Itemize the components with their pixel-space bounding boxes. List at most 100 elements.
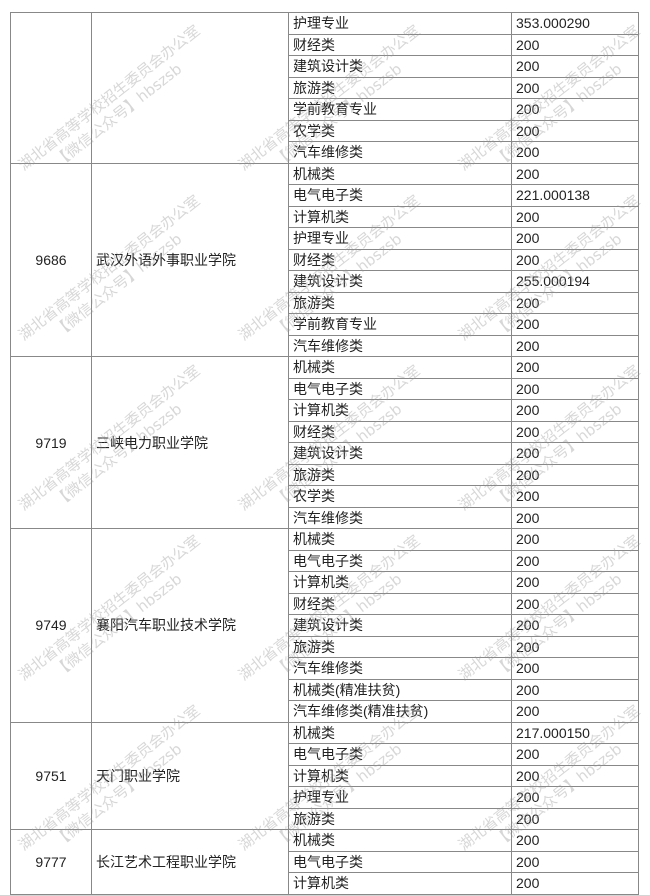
- category: 护理专业: [288, 227, 512, 250]
- category: 计算机类: [288, 872, 512, 895]
- score: 200: [511, 764, 639, 787]
- table-row: 电气电子类 200: [11, 850, 639, 873]
- table-row: 机械类(精准扶贫) 200: [11, 678, 639, 701]
- score: 200: [511, 356, 639, 379]
- category: 建筑设计类: [288, 614, 512, 637]
- category: 计算机类: [288, 764, 512, 787]
- score: 200: [511, 377, 639, 400]
- score: 200: [511, 700, 639, 723]
- school-name: 武汉外语外事职业学院: [91, 162, 289, 357]
- category: 财经类: [288, 248, 512, 271]
- category: 旅游类: [288, 291, 512, 314]
- table-row: 9719 三峡电力职业学院 机械类 200: [10, 356, 639, 529]
- score: 200: [511, 743, 639, 766]
- score: 200: [511, 248, 639, 271]
- table-row: 计算机类 200: [11, 205, 639, 228]
- category: 电气电子类: [288, 184, 512, 207]
- score: 200: [511, 463, 639, 486]
- table-row: 护理专业 200: [11, 786, 639, 809]
- score: 200: [511, 635, 639, 658]
- table-row: 学前教育专业 200: [11, 98, 639, 121]
- category: 机械类: [288, 528, 512, 551]
- category: 农学类: [288, 485, 512, 508]
- category: 旅游类: [288, 807, 512, 830]
- category: 电气电子类: [288, 549, 512, 572]
- category: 汽车维修类: [288, 141, 512, 164]
- school-name: [91, 12, 289, 164]
- category: 财经类: [288, 420, 512, 443]
- category: 机械类: [288, 721, 512, 744]
- score: 200: [511, 141, 639, 164]
- school-code: 9749: [10, 528, 92, 723]
- table-row: 护理专业 353.000290: [10, 12, 639, 164]
- table-row: 汽车维修类 200: [11, 334, 639, 357]
- category: 汽车维修类(精准扶贫): [288, 700, 512, 723]
- table-row: 计算机类 200: [11, 571, 639, 594]
- table-row: 旅游类 200: [11, 463, 639, 486]
- score: 200: [511, 807, 639, 830]
- admission-score-table: 护理专业 353.000290 财经类 200 建筑设计类 200 旅游类 200 学前教育专业…: [10, 12, 639, 895]
- category: 旅游类: [288, 463, 512, 486]
- score: 200: [511, 227, 639, 250]
- score: 200: [511, 98, 639, 121]
- table-row: 农学类 200: [11, 485, 639, 508]
- category: 财经类: [288, 592, 512, 615]
- table-row: 建筑设计类 200: [11, 442, 639, 465]
- score: 217.000150: [511, 721, 639, 744]
- category: 电气电子类: [288, 377, 512, 400]
- school-name: 长江艺术工程职业学院: [91, 829, 289, 895]
- category: 汽车维修类: [288, 334, 512, 357]
- school-code: 9777: [10, 829, 92, 895]
- table-row: 电气电子类 200: [11, 549, 639, 572]
- school-code: 9686: [10, 162, 92, 357]
- score: 200: [511, 614, 639, 637]
- table-row: 财经类 200: [11, 420, 639, 443]
- table-row: 财经类 200: [11, 248, 639, 271]
- table-row: 9749 襄阳汽车职业技术学院 机械类 200: [10, 528, 639, 723]
- table-row: 电气电子类 200: [11, 743, 639, 766]
- table-row: 电气电子类 221.000138: [11, 184, 639, 207]
- table-row: 汽车维修类(精准扶贫) 200: [11, 700, 639, 723]
- category: 学前教育专业: [288, 313, 512, 336]
- score: 200: [511, 485, 639, 508]
- table-row: 护理专业 200: [11, 227, 639, 250]
- school-code: [10, 12, 92, 164]
- score: 200: [511, 33, 639, 56]
- school-code: 9719: [10, 356, 92, 529]
- score: 200: [511, 528, 639, 551]
- category: 旅游类: [288, 76, 512, 99]
- category: 护理专业: [288, 786, 512, 809]
- category: 学前教育专业: [288, 98, 512, 121]
- category: 汽车维修类: [288, 657, 512, 680]
- category: 机械类: [288, 829, 512, 852]
- score: 200: [511, 506, 639, 529]
- table-row: 学前教育专业 200: [11, 313, 639, 336]
- score: 200: [511, 657, 639, 680]
- score: 200: [511, 786, 639, 809]
- category: 机械类: [288, 162, 512, 185]
- category: 机械类(精准扶贫): [288, 678, 512, 701]
- school-name: 三峡电力职业学院: [91, 356, 289, 529]
- score: 200: [511, 334, 639, 357]
- school-name: 天门职业学院: [91, 721, 289, 830]
- score: 353.000290: [511, 12, 639, 35]
- category: 护理专业: [288, 12, 512, 35]
- score: 200: [511, 592, 639, 615]
- score: 200: [511, 420, 639, 443]
- table-row: 9777 长江艺术工程职业学院 机械类 200: [10, 829, 639, 895]
- school-name: 襄阳汽车职业技术学院: [91, 528, 289, 723]
- category: 财经类: [288, 33, 512, 56]
- table-row: 农学类 200: [11, 119, 639, 142]
- score: 200: [511, 205, 639, 228]
- category: 电气电子类: [288, 850, 512, 873]
- score: 200: [511, 162, 639, 185]
- table-row: 9751 天门职业学院 机械类 217.000150: [10, 721, 639, 830]
- score: 200: [511, 76, 639, 99]
- table-row: 建筑设计类 255.000194: [11, 270, 639, 293]
- category: 建筑设计类: [288, 442, 512, 465]
- score: 200: [511, 442, 639, 465]
- score: 200: [511, 678, 639, 701]
- score: 200: [511, 571, 639, 594]
- score: 221.000138: [511, 184, 639, 207]
- category: 计算机类: [288, 205, 512, 228]
